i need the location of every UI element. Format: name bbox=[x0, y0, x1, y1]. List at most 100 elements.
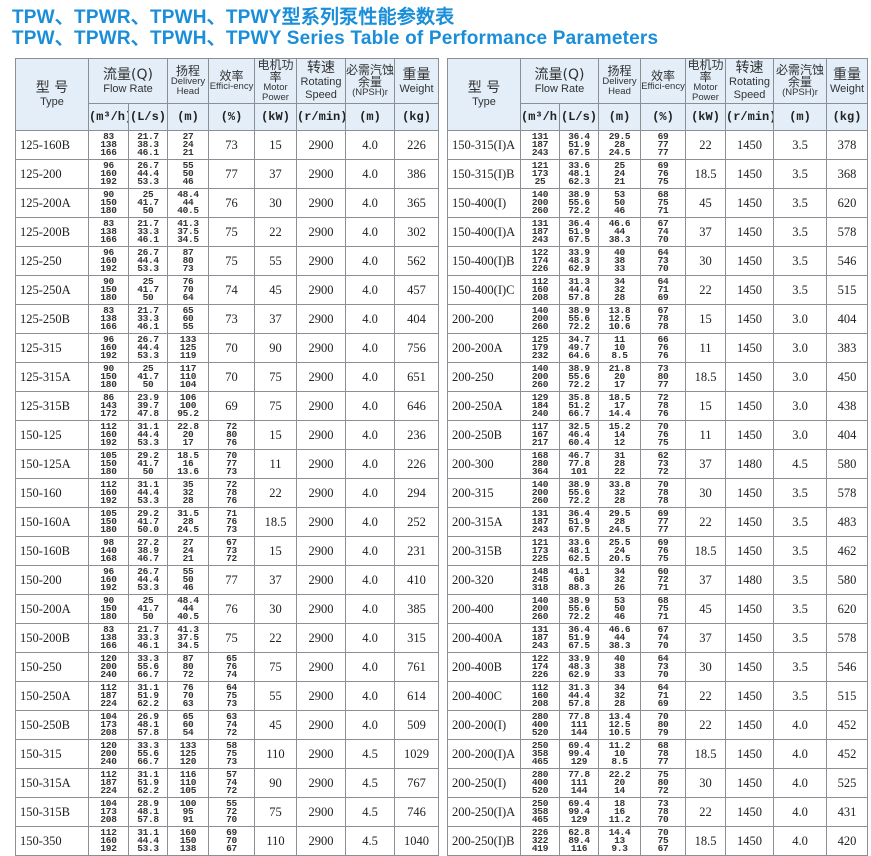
cell-power: 22 bbox=[685, 507, 727, 537]
cell-efficiency: 69 76 75 bbox=[640, 536, 687, 566]
cell-flow-m3h: 140 200 260 bbox=[520, 594, 560, 624]
value-efficiency: 74 bbox=[657, 632, 669, 643]
value-flow-m3h: 104 bbox=[100, 798, 117, 809]
value-flow-m3h: 208 bbox=[531, 698, 549, 709]
value-efficiency: 72 bbox=[657, 574, 669, 585]
cell-weight: 614 bbox=[394, 681, 440, 711]
performance-table-right: 型 号 Type 流量(Q) Flow Rate 扬程 Delivery Head 效率 Ef… bbox=[447, 58, 869, 856]
value-flow-ls: 41.7 bbox=[137, 603, 159, 614]
cell-flow-ls: 31.1 51.9 62.2 bbox=[127, 768, 169, 798]
value-efficiency: 75 bbox=[657, 769, 669, 780]
value-head: 105 bbox=[179, 785, 197, 796]
value-flow-ls: 67.5 bbox=[568, 640, 590, 651]
table-row: 125-250B 83 138 166 21.7 33.3 46.1 65 60 55 73 37 29… bbox=[15, 304, 440, 334]
value-flow-ls: 62.9 bbox=[568, 263, 590, 274]
cell-head: 31.5 28 24.5 bbox=[167, 507, 210, 537]
value-flow-ls: 28.9 bbox=[137, 798, 159, 809]
value-flow-m3h: 226 bbox=[531, 263, 549, 274]
cell-npsh: 4.0 bbox=[345, 304, 396, 334]
cell-flow-ls: 31.1 51.9 62.2 bbox=[127, 681, 169, 711]
header-speed: 转速 Rotating Speed bbox=[296, 58, 347, 104]
value-head: 110 bbox=[179, 371, 197, 382]
value-flow-m3h: 192 bbox=[100, 176, 117, 187]
cell-model: 150-125 bbox=[15, 420, 89, 450]
value-head: 21 bbox=[614, 176, 625, 187]
value-flow-m3h: 160 bbox=[100, 255, 117, 266]
value-flow-m3h: 400 bbox=[531, 719, 549, 730]
cell-power: 45 bbox=[685, 188, 727, 218]
value-head: 24 bbox=[182, 545, 194, 556]
cell-power: 18.5 bbox=[685, 536, 727, 566]
value-flow-ls: 48.1 bbox=[137, 806, 159, 817]
value-efficiency: 60 bbox=[657, 566, 669, 577]
value-flow-ls: 62.9 bbox=[568, 669, 590, 680]
value-efficiency: 80 bbox=[226, 429, 237, 440]
value-flow-m3h: 465 bbox=[531, 814, 549, 825]
cell-efficiency: 75 80 72 bbox=[640, 768, 687, 798]
value-flow-m3h: 90 bbox=[103, 276, 114, 287]
cell-flow-ls: 38.9 55.6 72.2 bbox=[558, 478, 600, 508]
cell-flow-ls: 38.9 55.6 72.2 bbox=[558, 304, 600, 334]
cell-efficiency: 74 bbox=[208, 275, 256, 305]
value-flow-ls: 51.2 bbox=[568, 400, 590, 411]
cell-weight: 404 bbox=[394, 304, 440, 334]
cell-efficiency: 70 77 73 bbox=[208, 449, 256, 479]
cell-speed: 2900 bbox=[296, 362, 347, 392]
cell-npsh: 4.0 bbox=[345, 623, 396, 653]
value-flow-ls: 62.5 bbox=[568, 553, 590, 564]
cell-npsh: 4.0 bbox=[345, 130, 396, 160]
value-efficiency: 57 bbox=[226, 769, 237, 780]
cell-speed: 1450 bbox=[725, 623, 775, 653]
cell-model: 125-250 bbox=[15, 246, 89, 276]
cell-flow-m3h: 98 140 168 bbox=[88, 536, 129, 566]
value-flow-ls: 62.2 bbox=[137, 698, 159, 709]
value-flow-ls: 44.4 bbox=[137, 429, 159, 440]
value-flow-m3h: 96 bbox=[103, 160, 114, 171]
value-flow-ls: 46.4 bbox=[568, 429, 590, 440]
cell-speed: 1480 bbox=[725, 565, 775, 595]
value-efficiency: 74 bbox=[226, 777, 237, 788]
table-row: 125-315B 86 143 172 23.9 39.7 47.8 106 100 95.2 69… bbox=[15, 391, 440, 421]
cell-npsh: 3.5 bbox=[773, 594, 828, 624]
value-flow-ls: 21.7 bbox=[137, 305, 159, 316]
cell-flow-m3h: 125 179 232 bbox=[520, 333, 560, 363]
value-head: 16 bbox=[182, 458, 194, 469]
cell-power: 18.5 bbox=[685, 739, 727, 769]
cell-weight: 457 bbox=[394, 275, 440, 305]
cell-npsh: 3.5 bbox=[773, 275, 828, 305]
cell-flow-m3h: 226 322 419 bbox=[520, 826, 560, 856]
cell-weight: 226 bbox=[394, 449, 440, 479]
value-flow-m3h: 260 bbox=[531, 495, 549, 506]
value-flow-ls: 51.9 bbox=[568, 632, 590, 643]
value-flow-m3h: 112 bbox=[531, 276, 549, 287]
units-row: (m³/h)(L/s)(m)(%)(kW)(r/min)(m)(kg) bbox=[16, 103, 440, 131]
value-flow-m3h: 187 bbox=[100, 777, 117, 788]
unit-label: (kW) bbox=[685, 103, 727, 131]
value-head: 100 bbox=[179, 798, 197, 809]
cell-power: 75 bbox=[254, 797, 298, 827]
table-row: 150-315A 112 187 224 31.1 51.9 62.2 116 110 105 57… bbox=[15, 768, 440, 798]
cell-power: 22 bbox=[685, 130, 727, 160]
value-head: 33 bbox=[614, 669, 625, 680]
value-flow-ls: 88.3 bbox=[568, 582, 590, 593]
value-efficiency: 73 bbox=[226, 756, 237, 767]
cell-npsh: 4.0 bbox=[773, 826, 828, 856]
value-flow-ls: 41.7 bbox=[137, 516, 159, 527]
cell-flow-ls: 26.7 44.4 53.3 bbox=[127, 246, 169, 276]
value-flow-ls: 39.7 bbox=[137, 400, 159, 411]
value-flow-ls: 46.7 bbox=[137, 553, 159, 564]
cell-efficiency: 67 74 70 bbox=[640, 623, 687, 653]
value-flow-ls: 41.1 bbox=[568, 566, 590, 577]
value-flow-ls: 67.5 bbox=[568, 524, 590, 535]
value-flow-ls: 72.2 bbox=[568, 321, 590, 332]
value-flow-m3h: 140 bbox=[531, 305, 549, 316]
cell-head: 34 32 26 bbox=[598, 565, 642, 595]
cell-power: 30 bbox=[254, 188, 298, 218]
value-flow-m3h: 140 bbox=[531, 479, 549, 490]
value-head: 28 bbox=[614, 698, 625, 709]
cell-head: 100 95 91 bbox=[167, 797, 210, 827]
value-flow-ls: 53.3 bbox=[137, 582, 159, 593]
value-head: 40 bbox=[614, 247, 625, 258]
value-head: 33 bbox=[614, 263, 625, 274]
value-flow-ls: 41.7 bbox=[137, 197, 159, 208]
